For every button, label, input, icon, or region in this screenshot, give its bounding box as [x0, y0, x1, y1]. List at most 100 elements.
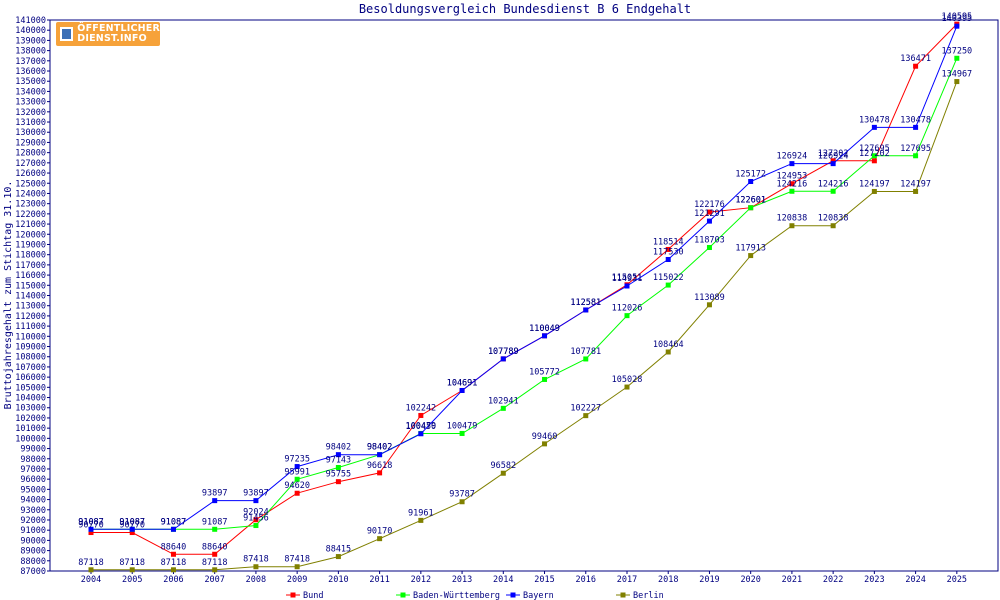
x-tick-label: 2020 [740, 575, 760, 585]
x-tick-label: 2016 [576, 575, 596, 585]
data-point [913, 124, 919, 130]
data-label: 105772 [529, 367, 560, 377]
data-point [830, 223, 836, 229]
data-label: 90770 [78, 521, 104, 531]
data-label: 118703 [694, 236, 725, 246]
data-label: 113089 [694, 293, 725, 303]
data-label: 124197 [900, 179, 931, 189]
series-4-labels: 87118 87118 87118 87118 87418 87418 88415 90170… [78, 70, 972, 568]
y-tick-label: 137000 [15, 57, 46, 67]
y-tick-label: 101000 [15, 424, 46, 434]
data-label: 122176 [694, 200, 725, 210]
legend-item: Bund [286, 591, 323, 600]
data-point [335, 554, 341, 560]
data-point [459, 499, 465, 505]
y-tick-label: 135000 [15, 77, 46, 87]
x-tick-label: 2008 [246, 575, 266, 585]
data-point [253, 523, 259, 529]
data-label: 112581 [570, 298, 601, 308]
x-tick-label: 2025 [947, 575, 967, 585]
data-label: 117913 [735, 244, 766, 254]
y-tick-label: 104000 [15, 394, 46, 404]
data-label: 137250 [941, 46, 972, 56]
data-point [88, 530, 94, 536]
series-layer: 90770 90770 88640 88640 92024 94620 95755 96618… [78, 12, 972, 573]
data-label: 112026 [612, 304, 643, 314]
data-label: 124216 [777, 179, 808, 189]
y-tick-label: 88000 [20, 557, 46, 567]
data-label: 91087 [161, 517, 187, 527]
data-point [913, 63, 919, 69]
y-tick-label: 110000 [15, 332, 46, 342]
x-tick-label: 2023 [864, 575, 884, 585]
y-tick-label: 139000 [15, 36, 46, 46]
data-label: 97143 [326, 456, 352, 466]
data-point [88, 526, 94, 532]
data-label: 120838 [818, 214, 849, 224]
data-label: 97235 [284, 455, 310, 465]
y-tick-label: 100000 [15, 434, 46, 444]
legend-label: Baden-Württemberg [413, 591, 500, 600]
series-3 [88, 23, 960, 532]
data-label: 91087 [161, 517, 187, 527]
y-tick-label: 105000 [15, 383, 46, 393]
data-label: 120838 [777, 214, 808, 224]
data-label: 124216 [818, 179, 849, 189]
x-tick-label: 2015 [534, 575, 554, 585]
y-tick-label: 90000 [20, 536, 46, 546]
y-tick-label: 136000 [15, 67, 46, 77]
data-label: 140395 [941, 14, 972, 24]
data-label: 115022 [653, 273, 684, 283]
data-point [583, 307, 589, 313]
legend-marker [510, 592, 516, 598]
data-label: 91087 [78, 517, 104, 527]
y-tick-label: 116000 [15, 271, 46, 281]
data-label: 127695 [859, 144, 890, 154]
data-label: 98402 [326, 443, 352, 453]
data-label: 87118 [119, 558, 145, 568]
series-2 [88, 55, 960, 532]
y-tick-label: 138000 [15, 47, 46, 57]
y-tick-label: 94000 [20, 496, 46, 506]
logo-line-1: ÖFFENTLICHER [77, 23, 160, 34]
data-point [294, 564, 300, 570]
data-point [665, 349, 671, 355]
data-label: 100479 [447, 421, 478, 431]
data-point [748, 205, 754, 211]
series-1 [88, 21, 960, 557]
series-line [91, 23, 958, 555]
data-point [170, 551, 176, 557]
x-tick-label: 2012 [411, 575, 431, 585]
y-tick-label: 103000 [15, 404, 46, 414]
data-point [500, 405, 506, 411]
data-point [170, 526, 176, 532]
data-label: 127202 [818, 149, 849, 159]
data-point [294, 490, 300, 496]
data-point [624, 384, 630, 390]
data-point [418, 431, 424, 437]
data-label: 140595 [941, 12, 972, 22]
data-point [335, 452, 341, 458]
y-axis-label: Bruttojahresgehalt zum Stichtag 31.10. [3, 181, 14, 410]
data-point [748, 179, 754, 185]
data-label: 122601 [735, 196, 766, 206]
data-label: 112581 [570, 298, 601, 308]
axes [49, 19, 999, 572]
y-tick-label: 128000 [15, 149, 46, 159]
data-point [665, 282, 671, 288]
data-label: 105028 [612, 375, 643, 385]
x-tick-label: 2013 [452, 575, 472, 585]
data-point [294, 464, 300, 470]
data-point [129, 530, 135, 536]
data-label: 88640 [202, 542, 228, 552]
data-point [871, 158, 877, 164]
data-label: 94620 [284, 481, 310, 491]
data-point [500, 470, 506, 476]
data-point [789, 181, 795, 187]
data-label: 126924 [777, 152, 808, 162]
legend-marker [290, 592, 296, 598]
data-point [170, 567, 176, 573]
data-point [377, 452, 383, 458]
data-point [500, 356, 506, 362]
y-tick-label: 89000 [20, 547, 46, 557]
